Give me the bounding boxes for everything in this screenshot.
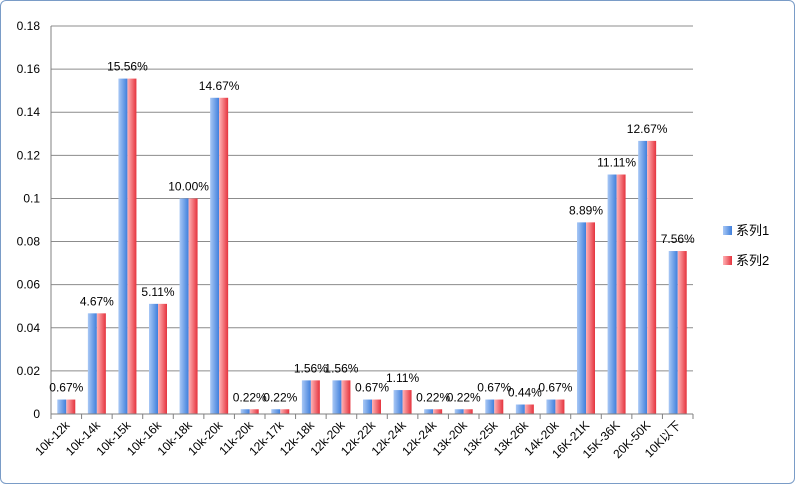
y-tick-label: 0.16	[17, 62, 41, 76]
y-tick-label: 0.04	[17, 321, 41, 335]
bar-1	[240, 409, 250, 414]
data-label: 14.67%	[199, 79, 240, 93]
y-axis: 0 0.02 0.04 0.06 0.08 0.1 0.12 0.14 0.16 0.18	[17, 19, 52, 421]
data-label: 4.67%	[80, 294, 114, 308]
bar-1	[149, 303, 158, 414]
bar-1	[515, 404, 525, 414]
data-label: 0.67%	[538, 381, 572, 395]
data-label: 0.67%	[49, 381, 83, 395]
bar-1	[454, 409, 464, 414]
y-tick-label: 0.12	[17, 148, 41, 162]
bar-2	[310, 380, 320, 414]
data-label: 0.22%	[416, 390, 450, 404]
data-label: 15.56%	[107, 60, 148, 74]
y-tick-label: 0.02	[17, 364, 41, 378]
data-label: 0.22%	[233, 390, 267, 404]
bar-2	[280, 409, 290, 414]
bar-1	[607, 174, 617, 414]
bar-1	[638, 140, 648, 414]
legend-label-1: 系列1	[736, 223, 769, 238]
data-label: 0.67%	[477, 381, 511, 395]
bars	[57, 78, 687, 415]
y-tick-label: 0.1	[23, 191, 40, 205]
bar-2	[402, 390, 412, 414]
bar-1	[57, 399, 67, 414]
data-label: 10.00%	[168, 179, 209, 193]
bar-2	[433, 409, 443, 414]
bar-1	[332, 380, 342, 414]
data-label: 0.22%	[447, 390, 481, 404]
bar-2	[616, 174, 626, 414]
bar-2	[494, 399, 504, 414]
legend-swatch-2	[723, 256, 732, 265]
bar-2	[341, 380, 351, 414]
bar-2	[463, 409, 473, 414]
data-label: 8.89%	[569, 203, 603, 217]
bar-2	[524, 404, 534, 414]
bar-2	[219, 97, 229, 414]
data-label: 1.56%	[294, 361, 328, 375]
bar-2	[127, 78, 137, 415]
bar-1	[546, 399, 556, 414]
x-axis: 10k-12k10k-14k10k-15k10k-16k10k-18k10k-2…	[32, 413, 694, 461]
legend-label-2: 系列2	[736, 253, 769, 268]
bar-1	[393, 390, 403, 414]
data-label: 1.11%	[386, 371, 419, 385]
bar-2	[66, 399, 76, 414]
bar-2	[372, 399, 381, 414]
legend: 系列1 系列2	[723, 223, 769, 268]
bar-2	[555, 399, 565, 414]
bar-1	[424, 409, 434, 414]
bar-1	[179, 198, 189, 414]
bar-2	[249, 409, 259, 414]
bar-2	[188, 198, 198, 414]
bar-2	[586, 222, 595, 414]
bar-2	[158, 303, 167, 414]
bar-1	[485, 399, 495, 414]
bar-1	[668, 251, 678, 414]
data-label: 7.56%	[661, 232, 695, 246]
data-label: 11.11%	[597, 156, 636, 170]
bar-1	[577, 222, 586, 414]
data-label: 0.22%	[263, 390, 297, 404]
bar-1	[363, 399, 372, 414]
data-label: 0.67%	[355, 381, 389, 395]
bar-2	[96, 313, 106, 414]
y-tick-label: 0	[33, 407, 40, 421]
bar-1	[301, 380, 311, 414]
bar-1	[118, 78, 128, 415]
y-tick-label: 0.18	[17, 19, 41, 33]
bar-2	[677, 251, 687, 414]
bar-2	[647, 140, 657, 414]
legend-swatch-1	[723, 226, 732, 235]
bar-1	[271, 409, 281, 414]
y-tick-label: 0.06	[17, 278, 41, 292]
bar-1	[210, 97, 220, 414]
y-tick-label: 0.14	[17, 105, 41, 119]
bar-1	[87, 313, 97, 414]
data-label: 5.11%	[141, 285, 174, 299]
gridlines	[51, 25, 693, 415]
data-labels: 0.67%4.67%15.56%5.11%10.00%14.67%0.22%0.…	[49, 60, 695, 405]
data-label: 12.67%	[627, 122, 668, 136]
y-tick-label: 0.08	[17, 235, 41, 249]
data-label: 0.44%	[508, 386, 542, 400]
data-label: 1.56%	[324, 361, 358, 375]
